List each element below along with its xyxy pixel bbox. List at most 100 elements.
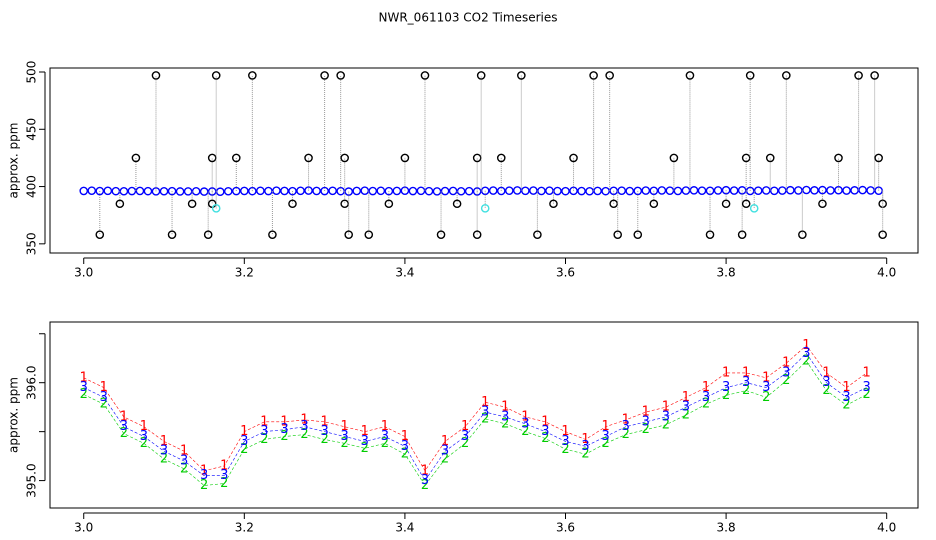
point	[79, 186, 89, 196]
point-marker: 3	[842, 390, 850, 405]
point	[533, 230, 542, 239]
point-marker: 1	[541, 414, 549, 429]
point	[669, 153, 679, 163]
point	[761, 186, 771, 195]
point-marker: 2	[702, 397, 710, 412]
point	[376, 186, 386, 196]
point-marker: 3	[481, 405, 489, 420]
point	[304, 186, 313, 195]
point	[721, 199, 731, 209]
point	[496, 186, 506, 196]
point-marker: 2	[782, 373, 790, 388]
point	[870, 71, 879, 80]
point	[798, 230, 807, 239]
point	[400, 186, 410, 195]
point-marker: 3	[742, 375, 750, 390]
point	[420, 71, 430, 80]
point	[842, 186, 851, 195]
point-marker: 1	[581, 432, 589, 447]
point-marker: 2	[341, 436, 349, 451]
point-marker: 1	[682, 390, 690, 405]
point	[312, 186, 321, 196]
point	[131, 153, 141, 163]
point-marker: 3	[140, 429, 148, 444]
point	[416, 186, 426, 196]
point-marker: 1	[622, 412, 630, 427]
point	[657, 186, 667, 195]
point	[256, 186, 265, 196]
series-line	[83, 352, 867, 482]
point	[697, 186, 707, 195]
point-marker: 2	[180, 461, 188, 476]
point-marker: 3	[622, 419, 630, 434]
point-marker: 2	[421, 478, 429, 493]
point	[641, 186, 651, 195]
point-marker: 1	[862, 365, 870, 380]
point	[569, 186, 578, 196]
y-tick-label: 395.0	[25, 463, 39, 497]
point	[103, 186, 113, 196]
point	[605, 71, 614, 80]
point	[336, 71, 345, 80]
point	[320, 186, 329, 196]
point	[721, 185, 731, 195]
y-axis-label: approx. ppm	[7, 377, 21, 453]
point	[633, 230, 643, 239]
point-marker: 3	[100, 390, 108, 405]
point	[617, 186, 627, 195]
point-marker: 1	[100, 380, 108, 395]
point	[368, 186, 378, 196]
point	[191, 186, 201, 196]
point-marker: 3	[200, 468, 208, 483]
point	[248, 71, 257, 80]
point	[248, 186, 257, 196]
point	[577, 186, 586, 196]
point	[826, 186, 835, 195]
point	[488, 186, 498, 195]
point-marker: 1	[120, 409, 128, 424]
point-marker: 2	[280, 429, 288, 444]
point	[834, 153, 843, 163]
point	[681, 186, 691, 195]
point	[175, 187, 185, 196]
plot-box	[49, 67, 919, 254]
point	[689, 186, 699, 195]
point	[135, 186, 145, 196]
point	[685, 71, 695, 80]
point-marker: 3	[862, 380, 870, 395]
point-marker: 2	[260, 432, 268, 447]
point-marker: 3	[320, 424, 328, 439]
point	[151, 71, 161, 80]
point-marker: 1	[160, 434, 168, 449]
point	[802, 185, 811, 195]
point-marker: 2	[120, 426, 128, 441]
point	[782, 71, 791, 80]
point-marker: 3	[220, 468, 228, 483]
point-marker: 3	[662, 409, 670, 424]
x-tick-label: 3.0	[74, 266, 93, 280]
point-marker: 3	[802, 346, 810, 361]
point-marker: 3	[341, 429, 349, 444]
point	[878, 230, 887, 239]
point	[207, 153, 217, 163]
x-tick-label: 3.6	[556, 266, 575, 280]
point	[737, 230, 747, 239]
point	[476, 71, 486, 80]
point-marker: 3	[441, 444, 449, 459]
point-marker: 1	[180, 444, 188, 459]
point	[448, 186, 458, 196]
point-marker: 1	[361, 424, 369, 439]
point-marker: 2	[581, 447, 589, 462]
point-marker: 2	[481, 411, 489, 426]
point-marker: 3	[160, 444, 168, 459]
point-marker: 1	[782, 356, 790, 371]
point-marker: 2	[461, 436, 469, 451]
point-marker: 1	[602, 419, 610, 434]
point	[384, 186, 394, 196]
point-marker: 1	[842, 380, 850, 395]
point	[569, 153, 578, 163]
point	[649, 186, 659, 196]
x-tick-label: 3.4	[395, 266, 414, 280]
point-marker: 2	[602, 436, 610, 451]
